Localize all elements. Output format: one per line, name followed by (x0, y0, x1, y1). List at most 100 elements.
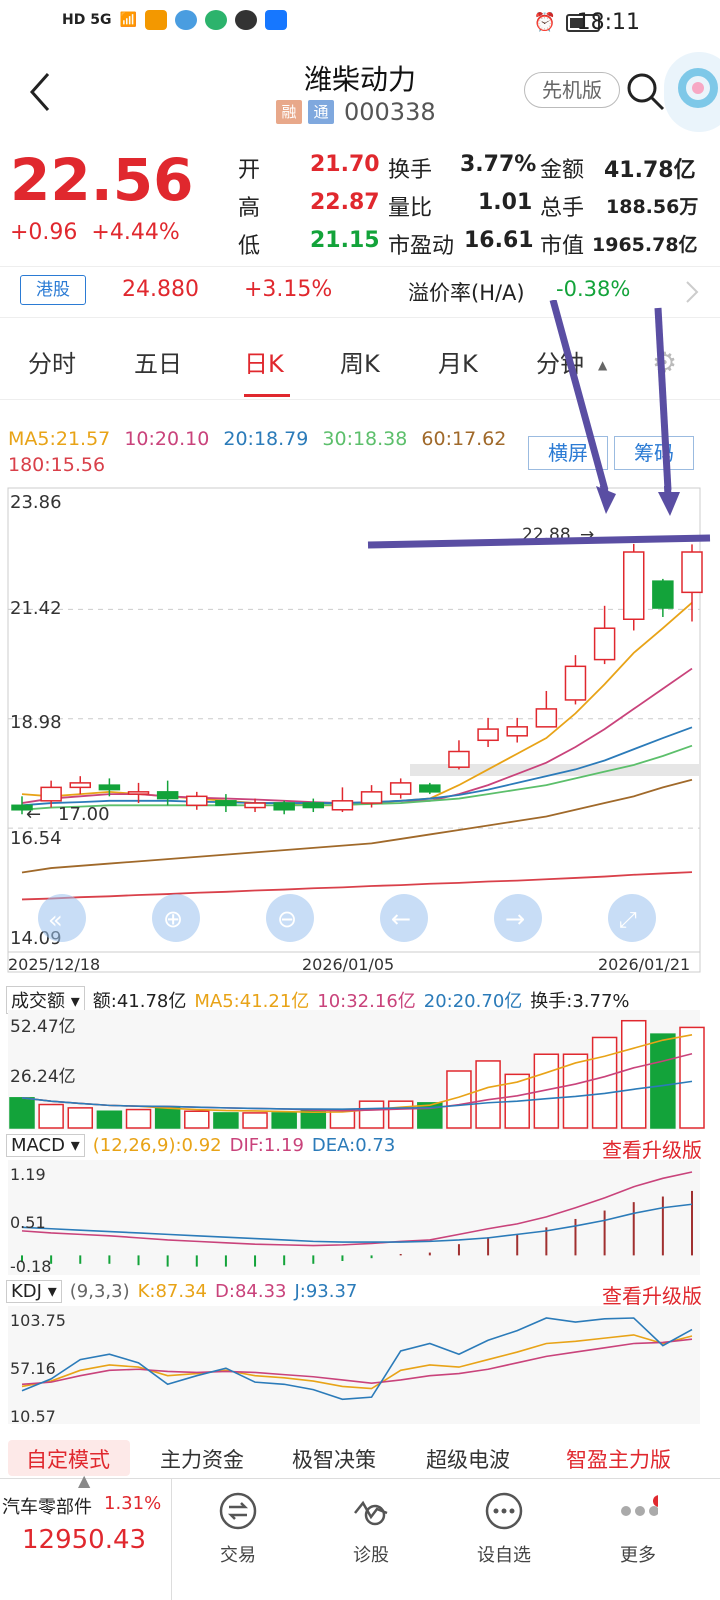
app-notify-icon (144, 10, 167, 30)
tab-intraday[interactable]: 分时 (28, 350, 76, 378)
zoom-out-button[interactable] (266, 894, 314, 942)
volume-bar (300, 1110, 327, 1129)
kdj-selector[interactable]: KDJ ▾ (6, 1280, 62, 1303)
ma60-line (21, 778, 693, 874)
kdj-d-line (21, 1338, 693, 1386)
sector-panel[interactable]: ▲ 汽车零部件 1.31% 12950.43 (0, 1471, 172, 1600)
candle-body (273, 802, 295, 811)
alarm-icon: ⏰ (533, 12, 556, 33)
low-label: 低 (238, 234, 261, 259)
premium-value: -0.38% (556, 277, 631, 301)
ma20-line (21, 726, 693, 807)
y-label-4: 16.54 (10, 828, 62, 849)
tab-smart-decision[interactable]: 极智决策 (292, 1448, 376, 1472)
dropdown-caret-icon: ▲ (598, 358, 608, 372)
stock-code-row: 融 通 000338 (276, 98, 436, 126)
kline-chart[interactable]: 23.86 21.42 18.98 16.54 14.09 22.88 → ← … (0, 486, 720, 976)
back-icon[interactable] (28, 72, 52, 112)
kdj-lines (21, 1317, 693, 1401)
version-button[interactable]: 先机版 (524, 72, 620, 108)
volume-selector[interactable]: 成交额 ▾ (6, 986, 85, 1014)
ma180-legend: 180:15.56 (8, 454, 106, 476)
volume-bar (358, 1100, 385, 1129)
low-value: 21.15 (310, 228, 380, 253)
y-label-2: 21.42 (10, 598, 62, 619)
turnover-value: 3.77% (460, 152, 537, 177)
macd-dif-line (21, 1171, 693, 1247)
tab-custom-mode[interactable]: 自定模式 (26, 1448, 110, 1472)
kdj-upgrade-link[interactable]: 查看升级版 (602, 1284, 702, 1308)
stock-name: 潍柴动力 (303, 63, 416, 96)
kdj-chart[interactable]: 103.75 57.16 10.57 (0, 1306, 720, 1424)
macd-chart[interactable]: 1.19 0.51 -0.18 (0, 1160, 720, 1275)
dots-icon (621, 1495, 658, 1516)
header: 潍柴动力 融 通 000338 先机版 (0, 46, 720, 140)
volume-ratio-value: 1.01 (478, 190, 533, 215)
last-price: 22.56 (10, 146, 194, 214)
period-tabs: 分时 五日 日K 周K 月K 分钟 ▲ ⚙ (0, 322, 720, 400)
pan-right-button[interactable] (494, 894, 542, 942)
kdj-k-line (21, 1334, 693, 1390)
battery-icon (566, 13, 600, 32)
volume-bar (387, 1100, 414, 1129)
annotation-line (367, 534, 711, 549)
candle-body (69, 782, 92, 789)
pe-value: 16.61 (464, 228, 534, 253)
zoom-in-icon: ⊕ (163, 905, 183, 933)
bottom-nav: ▲ 汽车零部件 1.31% 12950.43 交易 诊股 设自选 更多 (0, 1471, 720, 1600)
macd-upgrade-link[interactable]: 查看升级版 (602, 1138, 702, 1162)
margin-tag: 融 (276, 100, 302, 124)
turnover-label: 换手 (388, 158, 433, 183)
diagnose-icon (354, 1500, 388, 1526)
pan-left-button[interactable] (380, 894, 428, 942)
expand-icon: ⤢ (619, 908, 637, 933)
strategy-tabs: 自定模式 主力资金 极智决策 超级电波 智盈主力版 (0, 1440, 720, 1476)
tab-daily-k[interactable]: 日K (244, 350, 284, 378)
macd-selector[interactable]: MACD ▾ (6, 1134, 85, 1157)
hk-tag: 港股 (20, 275, 86, 305)
status-bar: HD 5G 📶 ⏰ 18:11 (0, 0, 720, 46)
market-cap-label: 市值 (540, 234, 585, 259)
tab-monthly-k[interactable]: 月K (438, 350, 478, 378)
search-icon[interactable] (626, 72, 666, 112)
tab-super-wave[interactable]: 超级电波 (426, 1448, 510, 1472)
active-strategy-bg (8, 1440, 130, 1476)
volume-bar (591, 1036, 618, 1129)
macd-dea-line (21, 1203, 693, 1243)
kdj-y-bottom: 10.57 (10, 1407, 56, 1424)
rewind-button[interactable] (38, 894, 86, 942)
candle-body (127, 791, 150, 795)
nav-diagnose-label: 诊股 (353, 1545, 389, 1566)
candle-body (156, 791, 179, 800)
candle-body (360, 791, 383, 804)
candle-body (419, 784, 441, 793)
candle-body (593, 627, 616, 661)
tab-zhiying[interactable]: 智盈主力版 (566, 1448, 671, 1472)
tab-five-day[interactable]: 五日 (134, 350, 182, 378)
floating-assistant-icon[interactable] (664, 52, 720, 132)
sector-name: 汽车零部件 (2, 1497, 92, 1518)
message-icon (234, 10, 257, 30)
more-circle-icon (485, 1492, 523, 1530)
tab-weekly-k[interactable]: 周K (340, 350, 380, 378)
volume-bar (38, 1103, 64, 1129)
volume-ratio-label: 量比 (388, 196, 433, 221)
amount-value: 41.78亿 (604, 158, 696, 183)
volume-ma10: 10:32.16亿 (317, 991, 416, 1012)
volume-ma20-line (21, 1080, 693, 1110)
chevron-right-icon (686, 281, 699, 303)
hk-share-row[interactable]: 港股 24.880 +3.15% 溢价率(H/A) -0.38% (0, 266, 720, 318)
annotation-arrows-top (549, 300, 672, 490)
kdj-params: (9,3,3) (69, 1281, 130, 1302)
market-cap-value: 1965.78亿 (592, 234, 698, 256)
fullscreen-button[interactable] (608, 894, 656, 942)
kline-frame (7, 487, 701, 973)
status-right: ⏰ (534, 12, 600, 33)
zoom-out-icon: ⊖ (277, 905, 297, 933)
tab-main-funds[interactable]: 主力资金 (160, 1448, 244, 1472)
app-notify-icon-2 (174, 10, 197, 30)
zoom-in-button[interactable] (152, 894, 200, 942)
exchange-icon (219, 1492, 257, 1530)
volume-turnover: 换手:3.77% (530, 991, 630, 1012)
volume-chart[interactable]: 52.47亿 26.24亿 (0, 1010, 720, 1130)
